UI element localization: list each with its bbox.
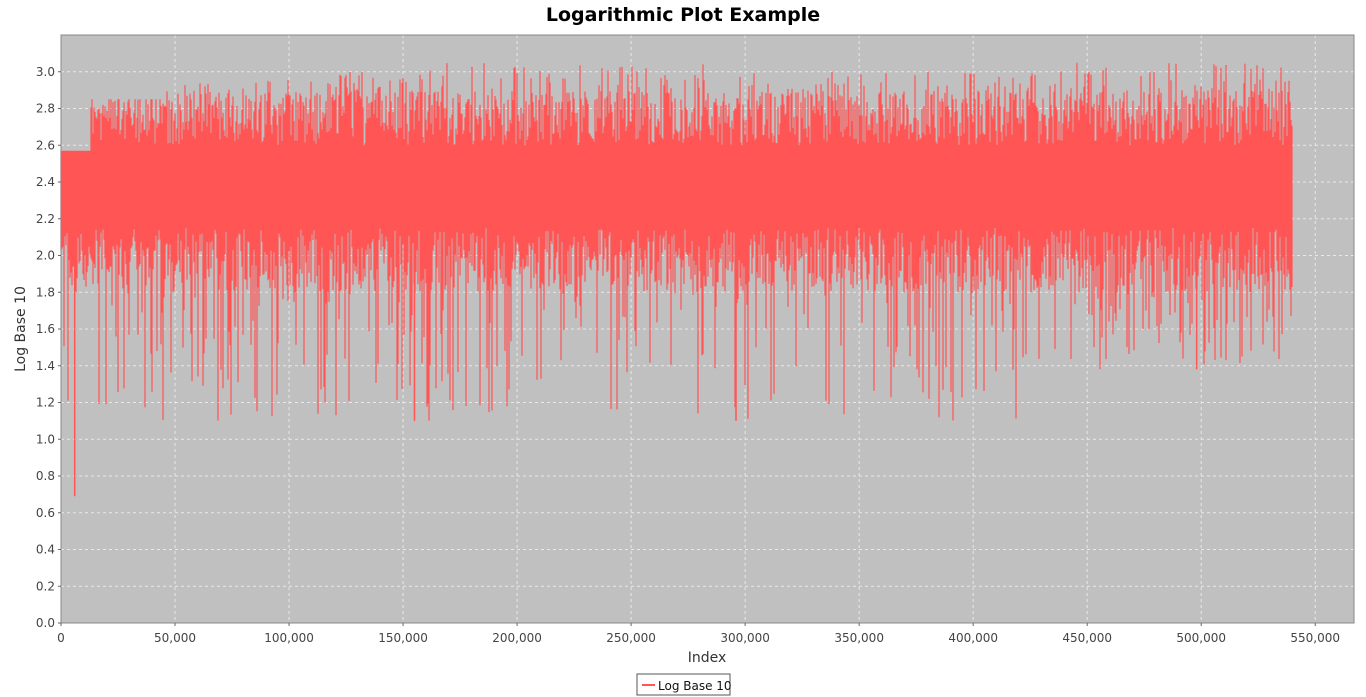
x-tick-label: 50,000 [154, 631, 196, 645]
y-tick-label: 2.8 [36, 102, 55, 116]
y-tick-label: 1.0 [36, 432, 55, 446]
y-tick-label: 0.4 [36, 543, 55, 557]
y-tick-label: 0.8 [36, 469, 55, 483]
x-tick-label: 350,000 [834, 631, 884, 645]
y-tick-label: 1.8 [36, 285, 55, 299]
y-tick-label: 0.2 [36, 579, 55, 593]
x-tick-label: 300,000 [720, 631, 770, 645]
x-tick-label: 450,000 [1062, 631, 1112, 645]
x-axis-label: Index [688, 650, 727, 666]
x-tick-label: 500,000 [1176, 631, 1226, 645]
y-axis-ticks: 0.0 0.2 0.4 0.6 0.8 1.0 1.2 1.4 1.6 1.8 2.0 2.2 2.4 2… [36, 65, 61, 630]
y-tick-label: 1.6 [36, 322, 55, 336]
y-tick-label: 2.6 [36, 138, 55, 152]
y-tick-label: 0.0 [36, 616, 55, 630]
x-tick-label: 250,000 [606, 631, 656, 645]
y-tick-label: 1.2 [36, 396, 55, 410]
y-axis-label: Log Base 10 [13, 286, 29, 372]
y-tick-label: 0.6 [36, 506, 55, 520]
x-tick-label: 100,000 [264, 631, 314, 645]
x-tick-label: 550,000 [1290, 631, 1340, 645]
y-tick-label: 2.4 [36, 175, 55, 189]
y-tick-label: 3.0 [36, 65, 55, 79]
y-tick-label: 2.0 [36, 249, 55, 263]
x-tick-label: 200,000 [492, 631, 542, 645]
x-tick-label: 0 [57, 631, 65, 645]
legend: Log Base 10 [636, 673, 732, 696]
y-tick-label: 1.4 [36, 359, 55, 373]
x-tick-label: 400,000 [948, 631, 998, 645]
legend-box [636, 673, 731, 696]
y-tick-label: 2.2 [36, 212, 55, 226]
chart-title: Logarithmic Plot Example [546, 4, 820, 26]
x-axis-ticks: 0 50,000 100,000 150,000 200,000 250,000 300,0… [57, 623, 1340, 645]
x-tick-label: 150,000 [378, 631, 428, 645]
legend-label: Log Base 10 [658, 679, 732, 693]
